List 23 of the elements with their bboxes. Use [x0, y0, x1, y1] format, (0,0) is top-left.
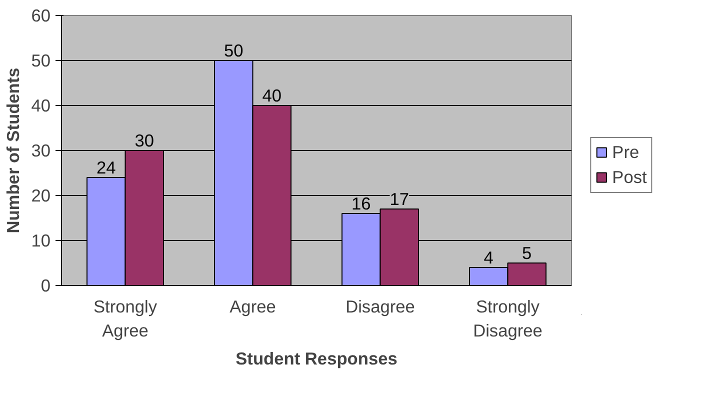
y-tick-label: 50 [31, 50, 51, 70]
legend-label: Pre [612, 142, 640, 162]
y-axis-title: Number of Students [3, 68, 24, 234]
x-tick-label: Strongly Disagree [473, 296, 542, 340]
data-label: 5 [522, 243, 532, 263]
x-tick-label: Agree [230, 296, 276, 316]
y-tick-label: 20 [31, 186, 51, 206]
data-label: 17 [390, 189, 410, 209]
x-tick-label: Strongly Agree [93, 296, 158, 340]
y-tick-label: 40 [31, 96, 51, 116]
y-tick-label: 60 [31, 6, 51, 26]
data-label: 24 [96, 158, 116, 178]
data-label: 40 [262, 86, 282, 106]
y-tick-label: 10 [31, 230, 51, 250]
data-label: 50 [224, 40, 244, 60]
data-label: 4 [484, 248, 494, 268]
x-tick-label: Disagree [346, 296, 415, 316]
y-tick-label: 30 [31, 140, 51, 160]
legend-label: Post [612, 166, 647, 188]
y-tick-label: 0 [40, 276, 51, 296]
data-label: 30 [134, 130, 154, 150]
x-axis-title: Student Responses [236, 348, 398, 368]
data-label: 16 [351, 194, 371, 214]
